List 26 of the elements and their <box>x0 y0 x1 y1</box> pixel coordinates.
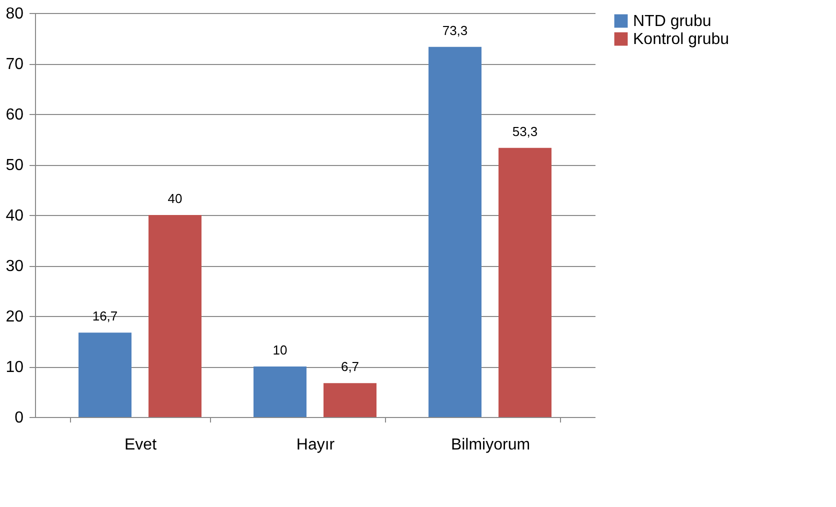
y-tick-label: 10 <box>6 359 24 376</box>
y-tick-label: 50 <box>6 157 24 174</box>
data-label: 40 <box>168 191 182 206</box>
y-tick-label: 80 <box>6 6 24 22</box>
bar <box>78 332 132 417</box>
y-tick-label: 40 <box>6 208 24 224</box>
y-tick-label: 20 <box>6 308 24 326</box>
y-tick-label: 0 <box>14 410 24 426</box>
y-tick-label: 60 <box>6 106 24 124</box>
y-tick-label: 70 <box>6 56 24 73</box>
x-tick-label: Evet <box>124 436 158 454</box>
bar <box>254 366 306 417</box>
data-label: 16,7 <box>92 308 118 324</box>
legend-label: Kontrol grubu <box>633 31 730 48</box>
y-tick-label: 30 <box>6 258 24 275</box>
data-label: 53,3 <box>512 124 538 139</box>
legend-label: NTD grubu <box>633 13 712 30</box>
bar <box>324 383 376 417</box>
x-tick-label: Bilmiyorum <box>450 436 530 454</box>
bar <box>498 148 552 417</box>
bar <box>148 215 202 417</box>
bar <box>428 46 482 417</box>
data-label: 73,3 <box>442 22 468 38</box>
data-label: 10 <box>272 342 288 358</box>
x-tick-label: Hayır <box>296 436 336 454</box>
data-label: 6,7 <box>340 359 360 374</box>
